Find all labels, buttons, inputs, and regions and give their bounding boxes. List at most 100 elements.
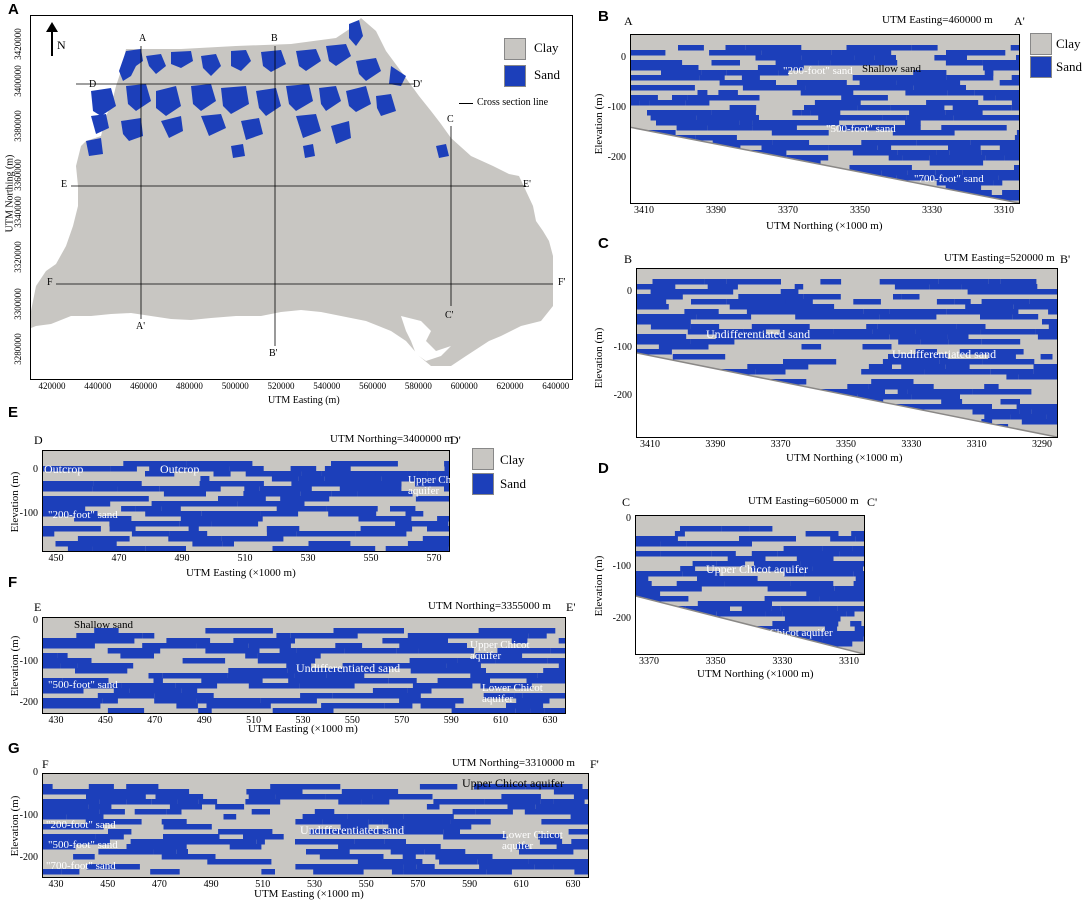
legend2-clay-swatch [472,448,494,470]
sand-cell [169,804,202,810]
sand-cell [97,693,155,699]
sand-cell [67,546,93,551]
paneld-right: C' [867,495,878,509]
sand-cell [351,678,389,684]
sand-cell [43,844,76,850]
panel-a-xtick: 580000 [404,381,432,391]
sand-cell [770,566,780,572]
paneld-label: D [598,460,609,477]
sand-cell [444,869,487,875]
sand-cell [245,471,302,477]
sand-cell [1048,309,1057,315]
sand-cell [847,384,869,390]
panelb-annotation: "700-foot" sand [914,173,984,185]
panelf-xtick: 570 [394,715,410,726]
sand-cell [631,95,658,101]
sand-cell [154,693,214,699]
panelf-xtick: 530 [295,715,311,726]
sand-cell [450,819,491,825]
sand-cell [721,526,750,532]
paneld-ytick: -200 [612,613,631,624]
sand-cell [830,60,898,66]
panelf-xtick: 470 [147,715,163,726]
sand-cell [701,70,727,76]
sand-cell [266,526,300,532]
sand-cell [221,536,284,542]
sand-cell [75,668,128,674]
panelg-annotation: Upper Chicot aquifer [462,776,564,790]
sand-cell [394,628,404,634]
sand-cell [1012,314,1039,320]
sand-cell [43,481,94,487]
sand-cell [631,85,695,91]
sand-cell [354,839,385,845]
sand-cell [1014,165,1019,171]
sand-cell [782,611,847,617]
sand-cell [321,471,376,477]
sand-cell [121,506,136,512]
sand-cell [776,304,835,310]
sand-cell [43,643,95,649]
panelb-ytick: -200 [607,152,626,163]
panelf-annotation: Shallow sand [74,619,133,631]
sand-cell [1016,404,1057,410]
sand-cell [741,75,760,81]
sand-cell [418,648,474,654]
sand-cell [435,476,449,482]
sand-cell [443,829,460,835]
sand-cell [846,611,855,617]
sand-cell [328,511,346,517]
panelb-left: A [624,14,633,28]
panelb-right: A' [1014,14,1025,28]
panelf-ytick: 0 [33,615,38,626]
sand-cell [725,95,760,101]
panele-xtick: 550 [363,553,379,564]
legend3-clay-label: Clay [1056,36,1081,51]
sand-cell [551,849,574,855]
sand-cell [799,566,813,572]
sand-cell [981,195,1019,201]
sand-cell [658,344,709,350]
sand-cell [344,481,402,487]
panelb-label: B [598,8,609,25]
sand-cell [839,125,879,131]
paneld-xtick: 3330 [772,656,793,667]
sand-cell [874,55,896,61]
sand-cell [43,784,53,790]
sand-cell [761,334,806,340]
sand-cell [288,678,352,684]
sand-cell [888,155,903,161]
sand-cell [415,496,449,502]
sand-cell [697,90,708,96]
north-label: N [57,38,66,52]
sand-cell [1029,299,1057,305]
sand-cell [324,466,351,472]
map-letter-b: B [271,33,278,44]
panele-title: UTM Northing=3400000 m [330,433,453,445]
sand-cell [637,334,687,340]
sand-cell [412,683,473,689]
sand-cell [707,284,738,290]
sand-cell [804,309,864,315]
sand-cell [322,819,369,825]
sand-cell [43,703,101,709]
sand-cell [707,125,753,131]
sand-cell [166,809,182,815]
sand-cell [877,324,941,330]
sand-cell [226,516,263,522]
sand-cell [783,359,837,365]
panel-a-xtick: 640000 [542,381,570,391]
sand-cell [205,648,260,654]
sand-cell [803,294,841,300]
sand-cell [404,824,472,830]
paneld-ytick: 0 [626,513,631,524]
sand-cell [907,170,936,176]
sand-cell [384,703,413,709]
sand-cell [735,334,762,340]
sand-cell [541,819,588,825]
panelf-annotation: Undifferentiated sand [296,661,401,675]
paneld-title: UTM Easting=605000 m [748,495,859,507]
sand-cell [631,100,640,106]
panelg-annotation: "500-foot" sand [48,839,118,851]
sand-cell [692,561,717,567]
